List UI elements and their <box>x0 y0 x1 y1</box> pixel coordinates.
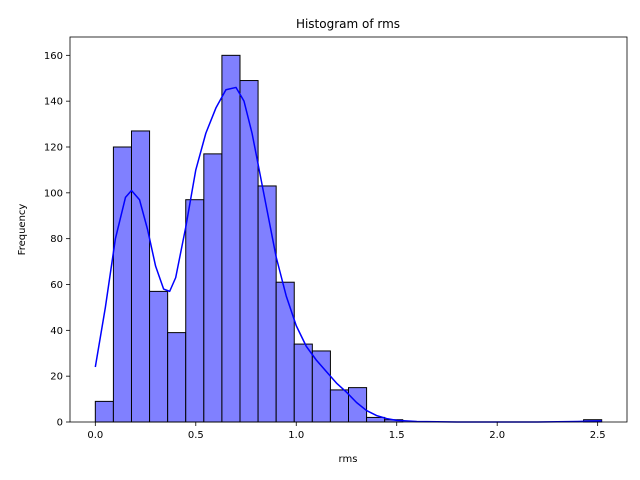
y-tick-label: 80 <box>50 234 63 245</box>
histogram-bar <box>275 281 295 423</box>
y-tick-label: 160 <box>44 51 63 62</box>
kde-group <box>94 86 602 423</box>
y-tick-label: 120 <box>44 143 63 154</box>
histogram-bar <box>221 54 241 423</box>
y-ticks-group: 0 20 40 60 80 100 120 140 160 <box>44 51 70 429</box>
x-tick-label: 1.5 <box>389 430 405 441</box>
histogram-bar <box>185 199 205 423</box>
x-tick-label: 0.5 <box>188 430 204 441</box>
histogram-bar <box>130 130 151 423</box>
histogram-bar <box>293 343 313 423</box>
x-tick-label: 2.0 <box>489 430 505 441</box>
x-tick-label: 1.0 <box>288 430 304 441</box>
histogram-bar <box>311 350 331 423</box>
y-tick-label: 140 <box>44 97 63 108</box>
y-tick-label: 100 <box>44 188 63 199</box>
x-ticks-group: 0.0 0.5 1.0 1.5 2.0 2.5 <box>87 422 606 441</box>
histogram-bar <box>239 80 259 423</box>
chart-title: Histogram of rms <box>296 17 400 31</box>
plot-frame <box>69 36 628 423</box>
histogram-bar <box>257 185 277 423</box>
x-tick-label: 0.0 <box>87 430 103 441</box>
y-axis-label: Frequency <box>17 204 28 256</box>
histogram-bar <box>112 146 132 423</box>
histogram-bar <box>366 416 386 423</box>
y-tick-label: 40 <box>50 326 63 337</box>
histogram-bar <box>149 290 169 423</box>
x-tick-label: 2.5 <box>590 430 606 441</box>
y-tick-label: 60 <box>50 280 63 291</box>
kde-line <box>94 86 602 423</box>
y-tick-label: 0 <box>57 418 63 429</box>
histogram-bar <box>94 400 114 423</box>
histogram-bar <box>329 389 350 423</box>
histogram-bar <box>348 387 368 423</box>
histogram-bar <box>203 153 223 423</box>
bars-group <box>94 54 603 423</box>
y-tick-label: 20 <box>50 372 63 383</box>
x-axis-label: rms <box>339 454 358 465</box>
histogram-bar <box>167 332 187 423</box>
